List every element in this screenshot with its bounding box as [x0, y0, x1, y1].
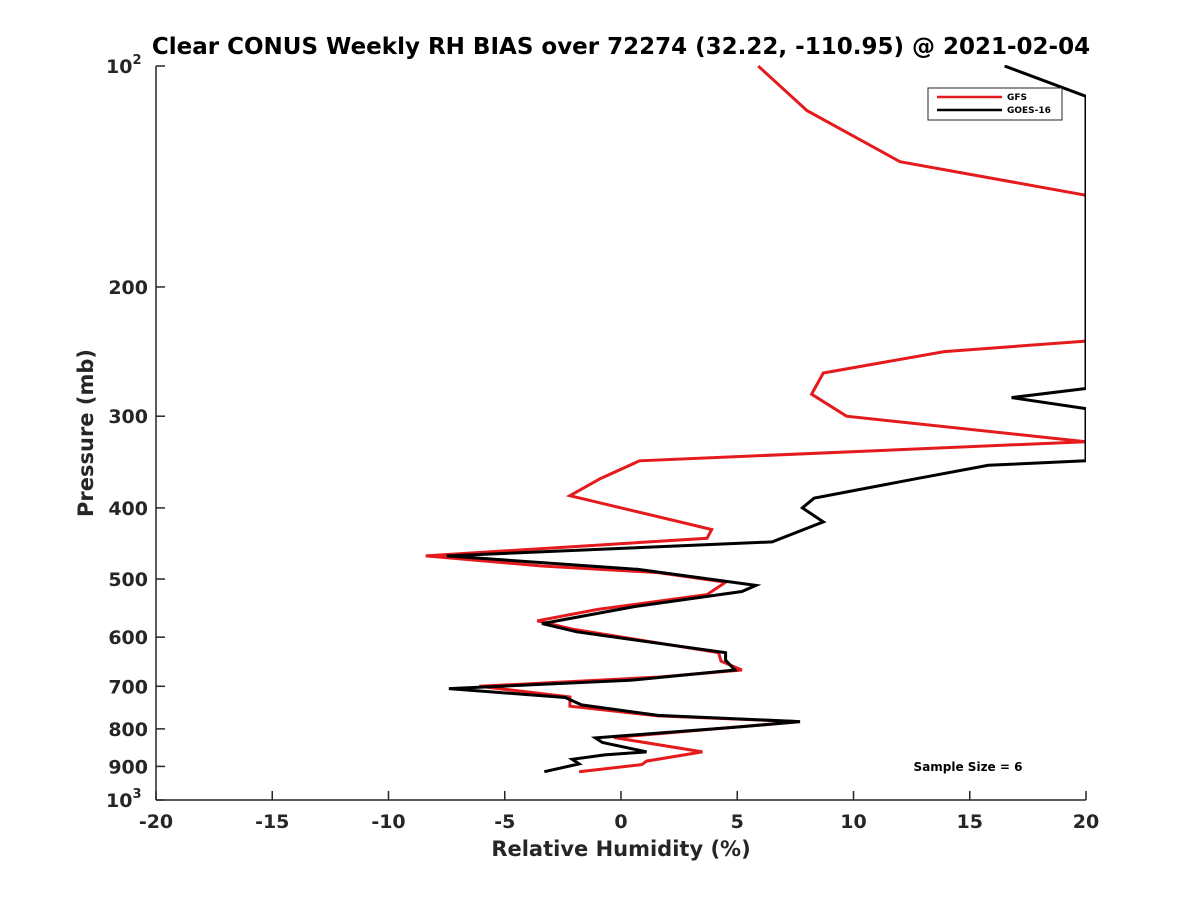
x-axis-ticks: -20 -15 -10 -5 0 5 10 15 20: [139, 791, 1099, 833]
series-layer: [425, 65, 1086, 774]
x-tick-label: 5: [731, 811, 744, 833]
y-tick-label: 200: [108, 277, 148, 299]
x-axis-label: Relative Humidity (%): [491, 837, 750, 861]
y-tick-label: 600: [108, 627, 148, 649]
x-tick-label: 20: [1073, 811, 1099, 833]
x-tick-label: 0: [614, 811, 627, 833]
series-line-goes16: [446, 65, 1086, 774]
legend-label-goes16: GOES-16: [1007, 106, 1051, 116]
y-tick-label: 900: [108, 756, 148, 778]
x-tick-label: -10: [371, 811, 405, 833]
plot-area: -20 -15 -10 -5 0 5 10 15 20 10220030040050060070…: [106, 53, 1099, 833]
x-tick-label: 15: [957, 811, 983, 833]
x-tick-label: -5: [494, 811, 515, 833]
y-tick-label: 800: [108, 719, 148, 741]
x-tick-label: -20: [139, 811, 173, 833]
y-tick-label: 700: [108, 676, 148, 698]
y-axis-label: Pressure (mb): [74, 349, 98, 517]
legend: GFS GOES-16: [927, 87, 1063, 121]
y-tick-label: 400: [108, 498, 148, 520]
x-tick-label: 10: [840, 811, 866, 833]
x-tick-label: -15: [255, 811, 289, 833]
y-tick-label: 300: [108, 406, 148, 428]
chart-title: Clear CONUS Weekly RH BIAS over 72274 (3…: [152, 34, 1090, 60]
y-tick-label: 500: [108, 569, 148, 591]
legend-box: [927, 87, 1063, 121]
sample-size-annotation: Sample Size = 6: [914, 760, 1023, 774]
legend-label-gfs: GFS: [1007, 93, 1027, 103]
